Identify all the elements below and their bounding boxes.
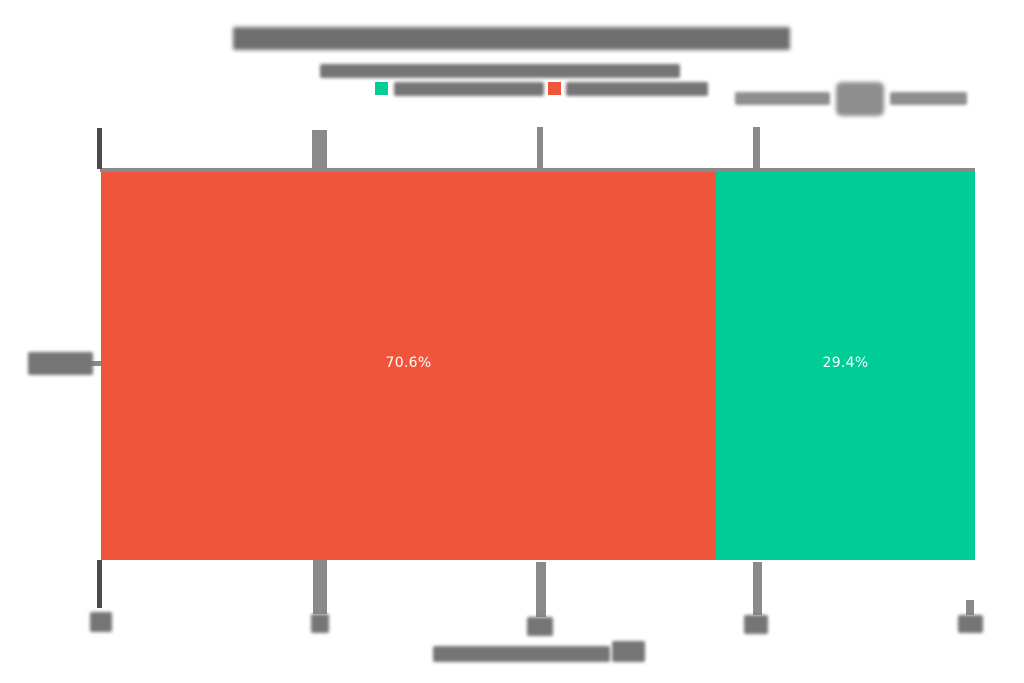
y-axis-tick (86, 361, 101, 366)
x-tick-label-0-redacted (90, 612, 112, 632)
bottom-tick-0 (97, 560, 102, 608)
bar-segment-green[interactable]: 29.4% (716, 172, 975, 560)
top-axis-line (100, 168, 975, 172)
bar-segment-red-value-label: 70.6% (385, 355, 432, 371)
legend-label-green-redacted (394, 82, 544, 96)
bottom-tick-100 (966, 600, 974, 615)
x-tick-label-100-redacted (958, 615, 983, 633)
x-tick-label-50-redacted (527, 617, 553, 636)
top-tick-75 (753, 127, 760, 169)
x-tick-label-25-redacted (311, 614, 329, 633)
bottom-tick-25 (313, 560, 327, 614)
bottom-tick-75 (753, 562, 762, 615)
bar-segment-red[interactable]: 70.6% (101, 172, 716, 560)
legend-swatch-red-icon (548, 82, 561, 95)
bar-segment-green-value-label: 29.4% (822, 355, 869, 371)
chart-subtitle-redacted (320, 64, 680, 78)
x-tick-label-75-redacted (744, 615, 768, 634)
watermark-logo-icon (836, 82, 884, 116)
bottom-tick-50 (536, 562, 546, 617)
legend-label-red-redacted (566, 82, 708, 96)
x-axis-title-redacted (433, 646, 610, 662)
top-tick-25 (312, 130, 327, 169)
watermark-text-right-redacted (890, 92, 967, 105)
x-axis-title-redacted-tail (612, 641, 645, 662)
y-axis-category-label-redacted (28, 352, 93, 375)
watermark-text-left-redacted (735, 92, 830, 105)
top-tick-50 (537, 127, 543, 169)
top-tick-0 (97, 128, 102, 169)
legend-swatch-green-icon (375, 82, 388, 95)
chart-title-redacted (233, 27, 790, 50)
